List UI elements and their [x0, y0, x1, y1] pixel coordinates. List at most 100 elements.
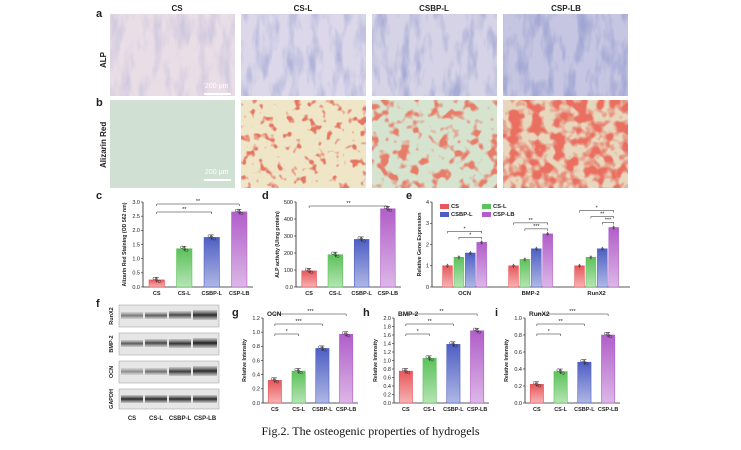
- data-point: [523, 258, 527, 261]
- row-label-alp: ALP: [99, 52, 108, 68]
- column-header-cs-l: CS-L: [293, 4, 313, 13]
- chart-h-bmp2-intensity: 0.0 0.2 0.4 0.6 0.8 1.0 1.2 1.4 1.6 1.8 2.0 CS CS-L C…: [373, 309, 489, 413]
- sig-i-2-label: **: [558, 319, 563, 325]
- y-tick-label: 0.0: [285, 285, 293, 291]
- data-point: [210, 235, 214, 239]
- bar-runx2-csp-lb: [608, 227, 619, 288]
- y-tick-label: 0.0: [383, 401, 391, 407]
- y-tick-label: 2.5: [132, 214, 140, 220]
- alizarin-image-cs: [110, 100, 235, 188]
- data-point: [401, 368, 405, 372]
- blot-strip-gapdh: [118, 388, 220, 410]
- chart-g-ocn-intensity: 0.0 0.2 0.4 0.6 0.8 1.0 1.2 CS CS-L CSBP-L CSP-LB R…: [242, 309, 358, 413]
- x-tick-label-cs-l: CS-L: [292, 407, 305, 413]
- row-label-alizarin-red: Alizarin Red: [99, 121, 108, 168]
- x-tick-label-csp-lb: CSP-LB: [378, 291, 399, 297]
- blot-lane-csbp-l: CSBP-L: [169, 416, 192, 422]
- y-tick-label: 3: [426, 221, 429, 227]
- data-point: [537, 384, 541, 388]
- bar-csbp-l: [577, 361, 592, 404]
- y-tick-label: 0.0: [514, 401, 522, 407]
- data-point: [155, 278, 159, 282]
- data-point: [535, 382, 539, 386]
- blot-lane-cs-l: CS-L: [149, 416, 163, 422]
- data-point: [344, 332, 348, 336]
- blot-label-bmp2: BMP-2: [109, 335, 115, 352]
- data-point: [406, 371, 410, 375]
- y-tick-label: 3.0: [132, 200, 140, 206]
- panel-letter-e: e: [406, 190, 413, 202]
- data-point: [478, 330, 482, 334]
- panel-letter-b: b: [96, 97, 103, 109]
- legend-label-cs: CS: [451, 204, 459, 210]
- data-point: [600, 247, 604, 251]
- y-tick-label: 0.4: [252, 372, 260, 378]
- bar-ocn-cs-l: [453, 257, 465, 288]
- sig-g-2-label: ***: [295, 319, 302, 325]
- bar-csbp-l: [315, 348, 330, 404]
- alizarin-image-csp-lb: [503, 100, 628, 188]
- panel-letter-g: g: [232, 307, 239, 319]
- bar-csp-lb: [380, 208, 396, 288]
- data-point: [454, 344, 458, 348]
- column-header-csp-lb: CSP-LB: [551, 4, 581, 13]
- data-point: [320, 346, 324, 351]
- data-point: [606, 333, 610, 337]
- scale-bar-label-b: 200 μm: [205, 169, 229, 176]
- data-point: [333, 253, 337, 257]
- panel-letter-h: h: [363, 307, 370, 319]
- y-tick-label: 1.0: [383, 358, 391, 364]
- data-point: [446, 264, 449, 268]
- data-point: [157, 279, 161, 283]
- bar-bmp-2-cs: [508, 265, 519, 288]
- data-point: [512, 264, 515, 268]
- data-point: [589, 255, 593, 259]
- x-tick-label-csbp-l: CSBP-L: [351, 291, 372, 297]
- alizarin-image-csbp-l: [372, 100, 497, 188]
- bar-csbp-l: [446, 344, 461, 404]
- x-tick-label-cs: CS: [271, 407, 279, 413]
- alizarin-image-cs-l: [241, 100, 366, 188]
- bar-bmp-2-csbp-l: [531, 248, 542, 288]
- western-blot: RunX2 BMP-2 OCN GAPDH: [109, 304, 220, 410]
- x-tick-label-cs: CS: [153, 291, 161, 297]
- data-point: [612, 226, 616, 229]
- bar-csp-lb: [339, 333, 354, 404]
- data-point: [180, 245, 184, 249]
- column-header-csbp-l: CSBP-L: [419, 4, 449, 13]
- bar-runx2-cs-l: [585, 257, 597, 288]
- sig-e-1-1-label: **: [528, 218, 533, 224]
- y-axis-label: ALP activity (U/mg protein): [275, 211, 281, 278]
- x-tick-label-bmp-2: BMP-2: [522, 291, 540, 297]
- data-point: [235, 208, 239, 212]
- bar-bmp-2-cs-l: [519, 259, 531, 288]
- legend-label-csbp-l: CSBP-L: [451, 212, 473, 218]
- sig-g-1-label: *: [286, 329, 289, 335]
- chart-title: RunX2: [529, 311, 550, 318]
- y-tick-label: 1.2: [252, 316, 260, 322]
- data-point: [534, 247, 538, 251]
- x-tick-label-csbp-l: CSBP-L: [443, 407, 464, 413]
- sig-h-2-label: **: [427, 319, 432, 325]
- alp-micrograph-row: [110, 14, 628, 96]
- data-point: [212, 237, 216, 241]
- y-tick-label: 1.2: [383, 350, 391, 356]
- panel-letter-c: c: [96, 190, 103, 202]
- y-axis-label: Alizarin Red Staining (OD 562 nm): [122, 202, 128, 286]
- chart-title: OCN: [267, 311, 282, 318]
- y-tick-label: 0.4: [383, 384, 391, 390]
- bar-cs: [267, 380, 282, 404]
- data-point: [273, 378, 277, 382]
- x-tick-label-cs: CS: [533, 407, 541, 413]
- bar-cs: [529, 384, 544, 404]
- y-tick-label: 400: [284, 217, 293, 223]
- sig-i-1-label: *: [548, 329, 551, 335]
- scale-bar-b: [204, 179, 231, 181]
- y-tick-label: 1.0: [132, 256, 140, 262]
- bar-runx2-cs: [574, 265, 585, 288]
- data-point: [546, 232, 550, 236]
- y-tick-label: 0.2: [252, 387, 260, 393]
- data-point: [323, 348, 327, 352]
- sig-h-3-label: **: [439, 309, 444, 315]
- y-tick-label: 0.4: [514, 367, 522, 373]
